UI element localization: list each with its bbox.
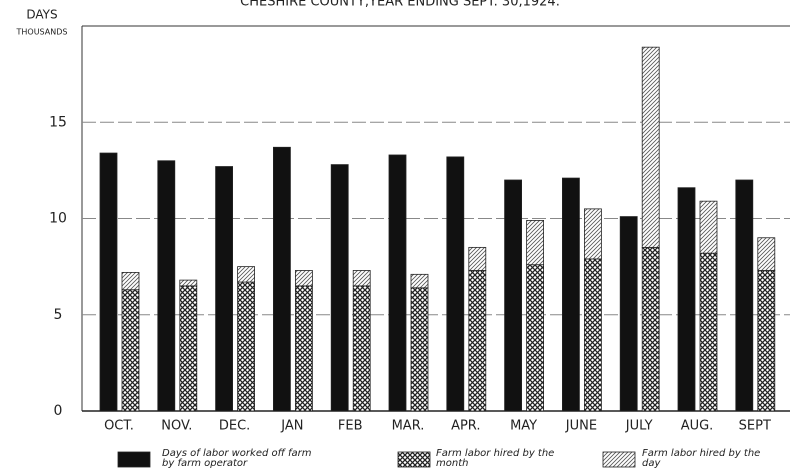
y-axis-label: DAYS: [26, 8, 57, 22]
bar: [294, 285, 313, 412]
bar: [99, 152, 118, 412]
bar: [446, 156, 465, 412]
bar: [121, 271, 140, 291]
bar: [179, 285, 198, 412]
bar: [410, 287, 429, 412]
x-tick-label: JAN: [280, 419, 303, 434]
legend-swatch: [602, 451, 636, 468]
bar: [641, 246, 660, 412]
bar: [504, 179, 523, 412]
y-tick-label: 10: [49, 211, 67, 227]
bar: [757, 237, 776, 271]
legend-label: Days of labor worked off farm by farm op…: [162, 448, 312, 469]
x-tick-label: AUG.: [681, 419, 714, 434]
bar: [584, 258, 602, 412]
bar: [526, 220, 544, 266]
bar: [330, 164, 349, 412]
bar: [619, 216, 638, 412]
x-tick-label: DEC.: [219, 419, 250, 434]
bar: [468, 246, 487, 271]
x-tick-label: OCT.: [104, 419, 134, 434]
legend-swatch: [397, 451, 431, 468]
bar: [237, 281, 256, 412]
legend-swatch: [117, 451, 151, 468]
bar: [735, 179, 754, 412]
bar: [272, 146, 291, 412]
bar: [352, 285, 371, 412]
x-tick-label: NOV.: [161, 419, 192, 434]
bar: [699, 252, 718, 412]
bar: [237, 266, 256, 283]
x-tick-label: MAR.: [392, 419, 425, 434]
bar: [179, 279, 198, 287]
bar: [352, 270, 371, 287]
bar: [157, 160, 176, 412]
x-tick-label: FEB: [338, 419, 363, 434]
x-tick-label: JUNE: [565, 419, 597, 434]
x-tick-label: APR.: [451, 419, 480, 434]
bar: [121, 289, 140, 412]
bar: [757, 270, 776, 412]
bar: [526, 264, 544, 412]
y-tick-label: 0: [54, 403, 63, 419]
bar: [294, 270, 313, 287]
bar: [641, 46, 660, 248]
legend-label: Farm labor hired by the month: [436, 448, 555, 469]
y-axis-unit: THOUSANDS: [16, 28, 68, 37]
y-tick-label: 5: [54, 307, 63, 323]
bar: [215, 166, 234, 412]
bar: [677, 187, 696, 412]
chart-title: CHESHIRE COUNTY,YEAR ENDING SEPT. 30,192…: [240, 0, 560, 10]
x-tick-label: SEPT: [739, 419, 771, 434]
bar: [584, 208, 602, 260]
y-tick-label: 15: [49, 114, 67, 130]
bar: [468, 270, 487, 412]
bar: [699, 200, 718, 254]
bar: [388, 154, 407, 412]
bar: [562, 177, 580, 412]
x-tick-label: MAY: [510, 419, 537, 434]
bar: [410, 273, 429, 289]
x-tick-label: JULY: [625, 419, 653, 434]
legend-label: Farm labor hired by the day: [642, 448, 761, 469]
